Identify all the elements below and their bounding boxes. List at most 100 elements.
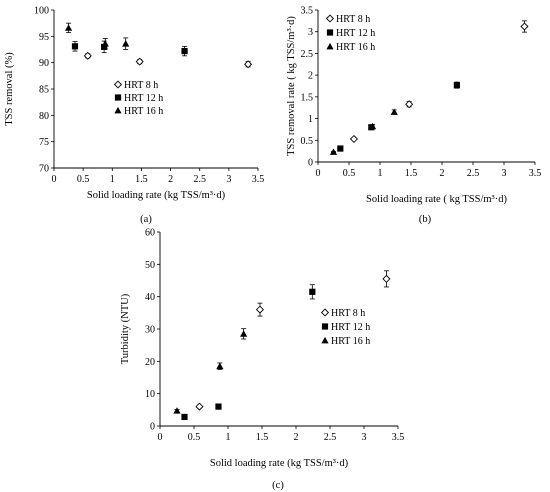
y-tick-label: 3 [308,27,313,38]
data-point [135,57,144,66]
data-point [244,60,253,69]
series-hrt-8-h [83,51,253,69]
data-point [337,145,344,152]
panel-label: (b) [419,214,432,225]
y-tick-label: 70 [39,164,49,175]
x-tick-label: 3 [362,432,367,443]
x-tick-label: 0.5 [188,432,201,443]
y-tick-label: 0 [308,158,313,169]
x-tick-label: 0 [158,432,163,443]
x-tick-label: 1 [378,168,383,179]
series-hrt-12-h [71,40,188,57]
series-hrt-16-h [329,108,398,155]
x-tick-label: 2 [168,174,173,185]
panel-label: (c) [272,480,284,491]
x-tick-label: 2.5 [193,174,206,185]
series-hrt-8-h [195,270,391,411]
x-tick-label: 2.5 [467,168,480,179]
y-tick-label: 20 [145,357,155,368]
legend-label: HRT 8 h [124,80,158,91]
data-point [122,40,130,47]
x-tick-label: 2.5 [324,432,337,443]
legend-label: HRT 8 h [331,308,365,319]
legend-marker [114,94,122,101]
x-tick-label: 1.5 [405,168,418,179]
data-point [83,51,92,60]
legend-marker [114,106,122,114]
legend-marker [321,323,329,330]
x-tick-label: 3.5 [529,168,542,179]
data-point [101,43,108,50]
data-point [64,24,73,31]
x-tick-label: 3 [226,174,231,185]
x-tick-label: 0 [316,168,321,179]
y-tick-label: 2.5 [301,49,314,60]
x-tick-label: 3.5 [252,174,265,185]
y-tick-label: 0.5 [301,136,314,147]
y-tick-label: 90 [39,58,49,69]
legend-label: HRT 16 h [331,336,370,347]
legend-label: HRT 12 h [124,93,163,104]
data-point [405,100,414,109]
data-point [173,407,181,414]
x-axis-label: Solid loading rate ( kg TSS/m³·d) [366,194,507,205]
legend-marker [325,14,335,23]
data-point [181,47,188,55]
y-tick-label: 80 [39,111,49,122]
data-point [329,148,338,155]
data-point [520,22,529,31]
y-axis-label: Turbidity (NTU) [120,293,131,364]
chart-panel-b: 0 0.5 1 1.5 2 2.5 3 3.5 0 0.5 1 1.5 2 2.5 3 3.5 Solid lo… [286,6,541,226]
y-tick-label: 100 [34,6,49,17]
series-hrt-12-h [181,284,316,421]
x-tick-label: 0 [52,174,57,185]
x-tick-label: 3.5 [392,432,405,443]
x-tick-label: 3 [502,168,507,179]
data-point [368,122,377,130]
y-tick-label: 1.5 [301,92,314,103]
data-point [216,362,224,370]
data-point [255,305,264,314]
data-point [215,403,222,410]
legend-marker [321,336,329,344]
data-point [382,274,391,283]
data-point [181,413,188,421]
legend-label: HRT 16 h [124,106,163,117]
legend-label: HRT 12 h [336,28,375,39]
x-tick-label: 2 [294,432,299,443]
legend-label: HRT 12 h [331,322,370,333]
x-tick-label: 0.5 [343,168,356,179]
data-point [71,43,79,50]
legend: HRT 8 h HRT 12 h HRT 16 h [113,80,163,117]
y-tick-label: 50 [145,260,155,271]
y-axis-label: TSS removal rate ( kg TSS/m³·d) [286,16,297,156]
data-point [453,82,460,89]
series-hrt-16-h [64,22,130,50]
series-hrt-16-h [173,328,248,414]
data-point [195,402,204,411]
data-point [349,134,358,144]
data-point [240,330,248,337]
x-axis-label: Solid loading rate (kg TSS/m³·d) [87,190,226,201]
y-tick-label: 2 [308,71,313,82]
legend-marker [113,80,123,89]
chart-panel-a: 0 0.5 1 1.5 2 2.5 3 3.5 70 75 80 85 90 95 100 Solid loa… [4,6,264,226]
y-tick-label: 10 [145,389,155,400]
y-tick-label: 40 [145,292,155,303]
legend: HRT 8 h HRT 12 h HRT 16 h [325,14,375,53]
data-point [309,288,316,295]
legend-marker [326,42,334,50]
x-axis-label: Solid loading rate (kg TSS/m³·d) [210,458,349,469]
y-axis-label: TSS removal (%) [4,52,15,126]
y-tick-label: 60 [145,228,155,239]
x-tick-label: 1 [226,432,231,443]
legend-marker [320,308,330,317]
x-tick-label: 2 [440,168,445,179]
panel-label: (a) [140,214,152,225]
y-tick-label: 85 [39,85,49,96]
legend-label: HRT 8 h [336,14,370,25]
chart-panel-c: 0 0.5 1 1.5 2 2.5 3 3.5 0 10 20 30 40 50 60 Solid loadi… [120,228,404,492]
series-hrt-8-h [349,20,529,144]
y-tick-label: 30 [145,325,155,336]
